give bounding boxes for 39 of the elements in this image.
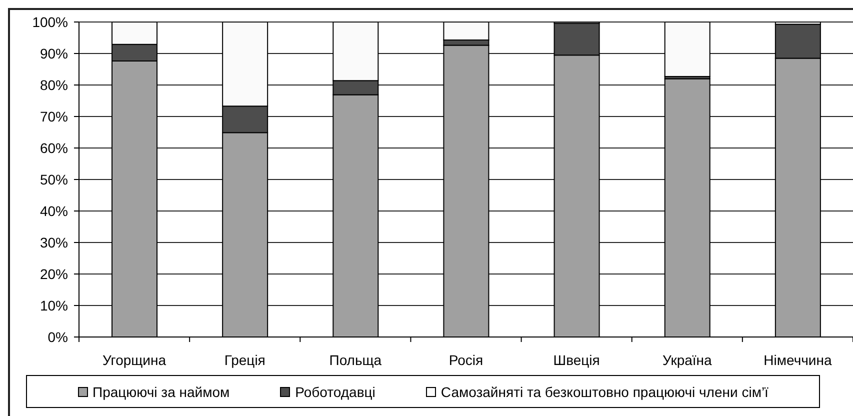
y-tick-label: 10% xyxy=(40,297,68,314)
x-tick-label: Україна xyxy=(662,352,712,368)
legend-label: Роботодавці xyxy=(295,384,376,400)
bar xyxy=(774,24,821,59)
x-tick-label: Угорщина xyxy=(102,352,166,368)
x-tick-label: Польща xyxy=(329,352,382,368)
y-tick-label: 20% xyxy=(40,266,68,282)
x-tick-label: Німеччина xyxy=(764,352,832,368)
bar xyxy=(664,78,710,337)
bar xyxy=(222,106,268,134)
y-tick-label: 70% xyxy=(40,108,68,124)
bar xyxy=(332,22,379,82)
bar xyxy=(664,22,710,77)
bar xyxy=(222,132,268,337)
x-tick-label: Греція xyxy=(224,352,266,368)
y-tick-label: 80% xyxy=(40,76,68,93)
x-tick-label: Швеція xyxy=(553,352,600,368)
bar xyxy=(554,22,600,56)
bar xyxy=(112,22,158,45)
x-tick-label: Росія xyxy=(448,352,484,368)
legend-label: Працюючі за наймом xyxy=(92,384,230,400)
y-tick-label: 40% xyxy=(40,202,68,219)
bar xyxy=(222,22,268,107)
bar xyxy=(443,22,490,40)
y-tick-label: 60% xyxy=(40,140,68,156)
bar xyxy=(554,54,600,337)
bar xyxy=(112,60,158,337)
bar xyxy=(774,58,821,337)
y-tick-label: 30% xyxy=(40,234,68,250)
bar xyxy=(774,22,821,25)
bar xyxy=(112,44,158,62)
bar xyxy=(443,44,490,337)
y-tick-label: 100% xyxy=(32,14,68,30)
y-tick-label: 90% xyxy=(40,45,68,62)
y-tick-label: 50% xyxy=(40,171,68,188)
bar xyxy=(332,94,379,337)
legend-label: Самозайняті та безкоштовно працюючі члени сім’ї xyxy=(440,384,768,400)
y-tick-label: 0% xyxy=(48,328,68,345)
bar xyxy=(332,80,379,96)
